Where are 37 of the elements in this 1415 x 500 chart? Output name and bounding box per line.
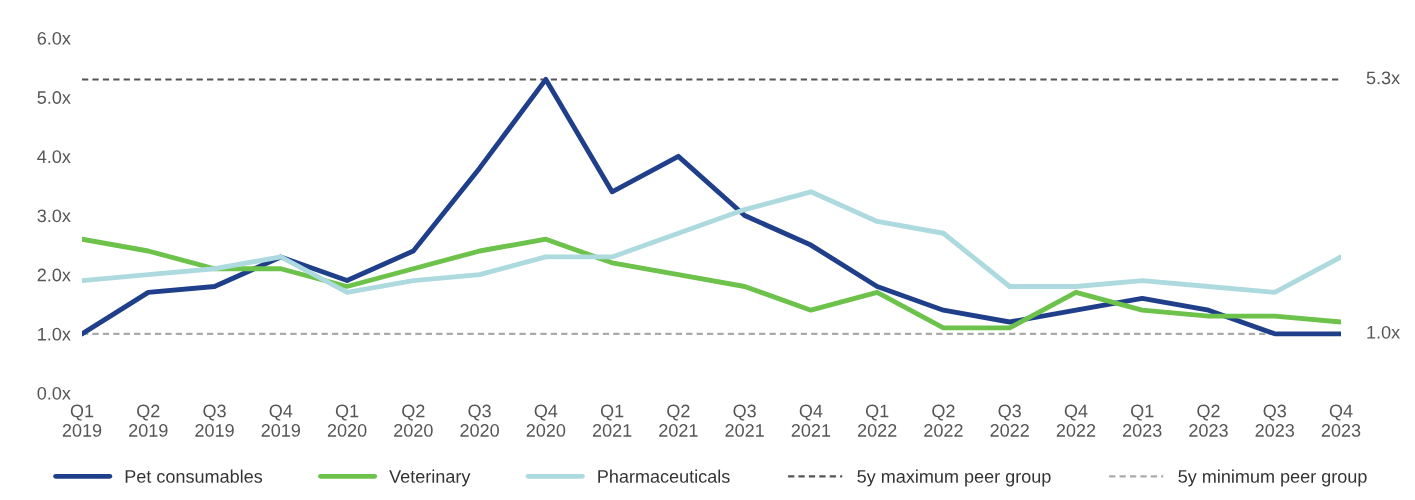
legend-label: Pharmaceuticals [598, 469, 730, 483]
x-tick-label: Q4 2019 [261, 404, 301, 437]
x-tick-label: Q4 2023 [1321, 404, 1361, 437]
x-tick-label: Q3 2020 [460, 404, 499, 437]
x-tick-label: Q3 2019 [195, 404, 234, 437]
y-tick-label: 0.0x [37, 386, 71, 400]
x-tick-label: Q1 2021 [592, 404, 632, 437]
x-tick-label: Q2 2019 [129, 404, 168, 437]
line-series [82, 76, 1341, 337]
x-tick-label: Q3 2023 [1255, 404, 1295, 437]
x-tick-label: Q2 2020 [394, 404, 433, 437]
x-tick-label: Q2 2023 [1189, 404, 1228, 437]
x-tick-label: Q1 2023 [1123, 404, 1162, 437]
x-tick-label: Q2 2022 [924, 404, 963, 437]
x-tick-label: Q4 2022 [1056, 404, 1096, 437]
legend-label: Pet consumables [125, 469, 263, 483]
x-tick-label: Q1 2019 [62, 404, 102, 437]
y-tick-label: 1.0x [38, 327, 71, 341]
x-tick-label: Q1 2020 [327, 404, 367, 437]
y-tick-label: 4.0x [37, 150, 71, 164]
x-tick-label: Q2 2021 [659, 404, 698, 437]
x-tick-label: Q1 2022 [857, 404, 897, 437]
legend-label: 5y minimum peer group [1178, 469, 1367, 487]
x-tick-label: Q3 2022 [990, 404, 1029, 437]
x-tick-label: Q4 2020 [526, 404, 566, 437]
line-series [82, 189, 1341, 295]
legend-label: 5y maximum peer group [857, 469, 1051, 487]
legend-label: Veterinary [389, 469, 471, 487]
x-tick-label: Q3 2021 [725, 404, 764, 437]
y-tick-label: 2.0x [37, 268, 71, 282]
text: 1.0x [1367, 325, 1400, 339]
x-tick-label: Q4 2021 [791, 404, 831, 437]
y-tick-label: 3.0x [37, 209, 71, 223]
line-series [82, 236, 1341, 331]
text: 5.3x [1366, 71, 1400, 85]
y-tick-label: 6.0x [37, 31, 71, 45]
y-tick-label: 5.0x [37, 91, 71, 104]
